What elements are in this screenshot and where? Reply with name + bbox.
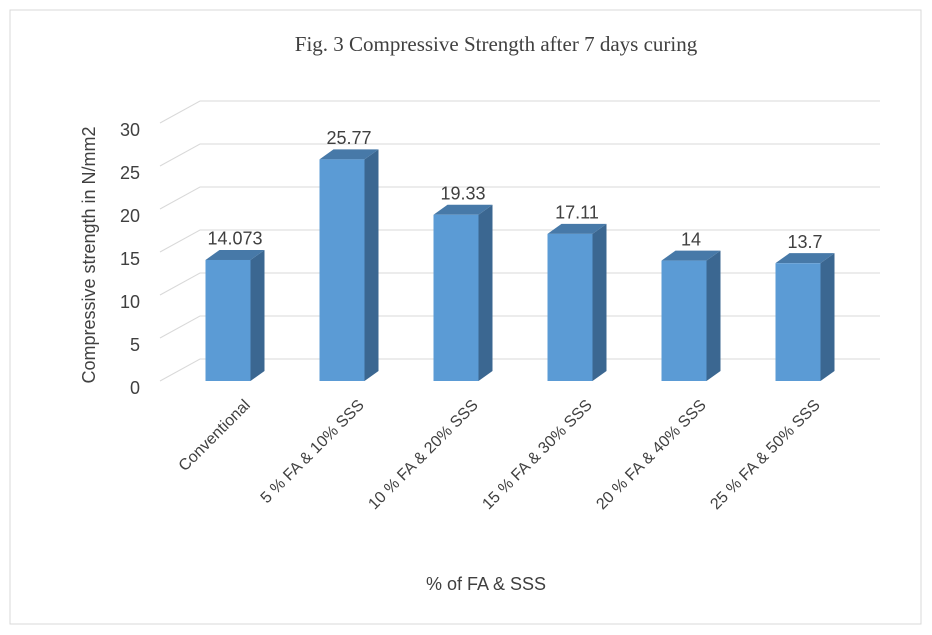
bar-side xyxy=(592,223,607,381)
bar xyxy=(661,260,707,381)
y-axis-label: Compressive strength in N/mm2 xyxy=(79,126,99,383)
y-tick-label: 30 xyxy=(120,120,140,140)
bar-side xyxy=(364,149,379,381)
bar-side xyxy=(250,249,265,381)
bar xyxy=(775,263,821,381)
value-label: 17.11 xyxy=(555,203,599,223)
grid-line xyxy=(159,229,880,253)
bar-top xyxy=(319,149,379,160)
grid-line xyxy=(159,358,880,382)
grid-line xyxy=(159,186,880,210)
bar-top xyxy=(775,253,835,264)
x-axis-label: % of FA & SSS xyxy=(426,574,546,594)
chart-title: Fig. 3 Compressive Strength after 7 days… xyxy=(295,32,698,56)
value-label: 14.073 xyxy=(207,229,262,249)
y-tick-label: 5 xyxy=(130,335,140,355)
grid-line xyxy=(159,143,880,167)
grid-line xyxy=(159,272,880,296)
y-tick-label: 25 xyxy=(120,163,140,183)
bar xyxy=(319,159,365,381)
grid-line xyxy=(159,100,880,124)
value-label: 25.77 xyxy=(326,128,371,148)
y-tick-label: 10 xyxy=(120,292,140,312)
bar xyxy=(205,259,251,381)
bar-side xyxy=(706,250,721,381)
bar xyxy=(433,214,479,381)
bar-top xyxy=(205,249,265,260)
value-label: 19.33 xyxy=(440,184,485,204)
grid-line xyxy=(159,315,880,339)
y-tick-label: 20 xyxy=(120,206,140,226)
bar-side xyxy=(820,253,835,381)
bar xyxy=(547,233,593,381)
bar-top xyxy=(433,204,493,215)
y-tick-label: 0 xyxy=(130,378,140,398)
value-label: 14 xyxy=(681,229,701,249)
value-label: 13.7 xyxy=(787,232,822,252)
bar-side xyxy=(478,204,493,381)
bar-top xyxy=(661,250,721,261)
bar-top xyxy=(547,223,607,234)
y-tick-label: 15 xyxy=(120,249,140,269)
